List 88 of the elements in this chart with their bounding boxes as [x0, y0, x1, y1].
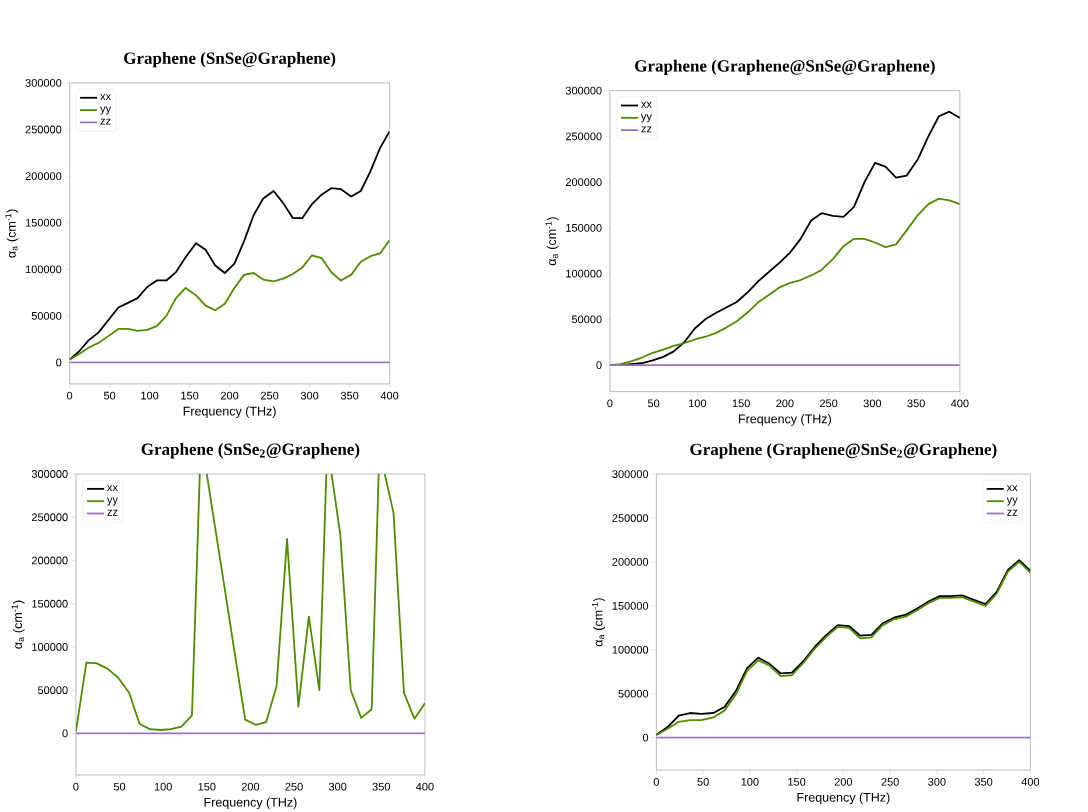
- chart-title: Graphene (SnSe@Graphene): [124, 51, 336, 68]
- y-axis-title: α$_{a}$ (cm$^{-1}$): [545, 217, 559, 266]
- x-tick-label: 350: [907, 399, 925, 408]
- y-axis-title: α$_{a}$ (cm$^{-1}$): [5, 209, 19, 258]
- x-tick-label: 300: [300, 391, 319, 400]
- y-tick-label: 100000: [25, 265, 62, 273]
- x-tick-label: 400: [380, 391, 399, 400]
- y-tick-label: 250000: [31, 513, 68, 521]
- x-tick-label: 100: [141, 391, 159, 400]
- y-tick-label: 0: [596, 361, 602, 369]
- legend-label: yy: [100, 106, 112, 115]
- y-tick-label: 300000: [612, 470, 649, 478]
- y-tick-label: 250000: [25, 125, 62, 134]
- y-tick-label: 150000: [566, 223, 602, 232]
- y-tick-label: 200000: [565, 178, 602, 186]
- y-tick-label: 150000: [32, 599, 68, 608]
- legend-label: xx: [641, 101, 652, 108]
- y-tick-label: 50000: [31, 311, 62, 320]
- x-tick-label: 200: [776, 399, 794, 408]
- x-tick-label: 200: [834, 777, 853, 786]
- y-tick-label: 300000: [565, 86, 602, 95]
- x-tick-label: 350: [340, 391, 359, 400]
- x-tick-label: 0: [653, 777, 659, 786]
- legend-label: zz: [641, 126, 652, 133]
- x-tick-label: 400: [950, 399, 969, 408]
- x-tick-label: 100: [154, 782, 172, 791]
- legend-label: zz: [107, 509, 118, 516]
- y-tick-label: 50000: [571, 315, 602, 324]
- x-tick-label: 400: [415, 782, 434, 791]
- x-tick-label: 150: [198, 782, 216, 791]
- x-tick-label: 300: [928, 777, 946, 786]
- legend-label: xx: [100, 93, 111, 100]
- x-axis-title: Frequency (THz): [183, 406, 276, 418]
- x-tick-label: 150: [181, 391, 199, 400]
- x-tick-label: 150: [788, 777, 806, 786]
- chart-title: Graphene (SnSe$_{2}$@Graphene): [141, 442, 360, 459]
- x-tick-label: 50: [647, 399, 660, 408]
- y-tick-label: 0: [62, 729, 68, 738]
- y-tick-label: 0: [642, 733, 649, 742]
- x-axis-title: Frequency (THz): [204, 797, 297, 809]
- legend-label: xx: [107, 485, 118, 491]
- x-axis-title: Frequency (THz): [739, 413, 831, 426]
- y-tick-label: 100000: [32, 642, 68, 651]
- y-tick-label: 300000: [25, 78, 62, 87]
- y-tick-label: 200000: [31, 556, 68, 565]
- y-tick-label: 150000: [612, 601, 649, 610]
- y-tick-label: 100000: [612, 645, 649, 654]
- y-tick-label: 50000: [618, 689, 649, 698]
- chart-title: Graphene (Graphene@SnSe@Graphene): [635, 59, 935, 75]
- legend-label: zz: [100, 118, 111, 125]
- y-tick-label: 250000: [565, 132, 602, 141]
- y-tick-label: 150000: [25, 218, 62, 227]
- x-tick-label: 100: [689, 399, 707, 408]
- x-tick-label: 400: [1021, 777, 1040, 786]
- x-tick-label: 50: [113, 782, 126, 791]
- x-tick-label: 350: [372, 782, 391, 791]
- x-tick-label: 50: [697, 777, 709, 786]
- x-tick-label: 250: [820, 399, 838, 408]
- x-tick-label: 250: [260, 391, 279, 400]
- chart-title: Graphene (Graphene@SnSe$_{2}$@Graphene): [690, 442, 997, 459]
- x-tick-label: 200: [220, 391, 239, 400]
- x-tick-label: 50: [103, 391, 116, 400]
- legend-label: zz: [1007, 509, 1018, 516]
- x-tick-label: 250: [285, 782, 303, 791]
- line-series: [69, 239, 390, 361]
- x-tick-label: 200: [241, 782, 260, 791]
- y-axis-title: α$_{a}$ (cm$^{-1}$): [11, 600, 25, 649]
- legend-label: yy: [107, 497, 118, 506]
- x-tick-label: 300: [863, 399, 882, 408]
- y-tick-label: 100000: [566, 269, 602, 278]
- y-tick-label: 200000: [25, 172, 62, 180]
- legend-label: yy: [640, 113, 652, 123]
- x-tick-label: 0: [73, 782, 79, 791]
- legend-label: yy: [1006, 497, 1018, 506]
- line-series: [69, 130, 390, 361]
- legend-label: xx: [1006, 485, 1018, 491]
- y-tick-label: 0: [56, 358, 62, 367]
- x-tick-label: 350: [974, 777, 993, 786]
- x-tick-label: 150: [732, 399, 750, 408]
- x-tick-label: 100: [741, 777, 759, 786]
- y-tick-label: 250000: [612, 513, 649, 522]
- y-axis-title: α$_{a}$ (cm$^{-1}$): [592, 598, 605, 647]
- x-tick-label: 250: [881, 777, 899, 786]
- x-tick-label: 300: [328, 782, 347, 791]
- x-axis-title: Frequency (THz): [797, 792, 890, 804]
- y-tick-label: 300000: [31, 469, 68, 478]
- y-tick-label: 200000: [612, 557, 649, 566]
- y-tick-label: 50000: [37, 686, 68, 694]
